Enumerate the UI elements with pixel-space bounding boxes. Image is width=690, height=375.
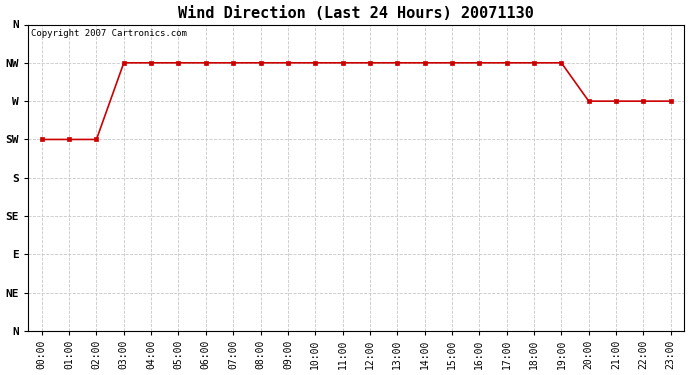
Text: Copyright 2007 Cartronics.com: Copyright 2007 Cartronics.com <box>31 29 187 38</box>
Title: Wind Direction (Last 24 Hours) 20071130: Wind Direction (Last 24 Hours) 20071130 <box>178 6 534 21</box>
